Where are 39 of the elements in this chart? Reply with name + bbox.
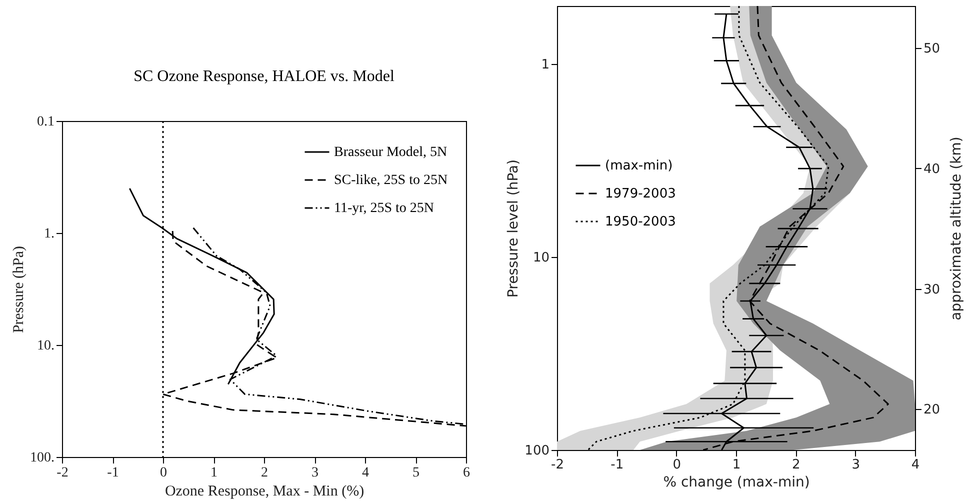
- legend-label: 1979-2003: [605, 186, 676, 202]
- y2-axis-title: approximate altitude (km): [948, 136, 964, 320]
- x-tick-label: 6: [463, 466, 470, 480]
- y-axis-title: Pressure (hPa): [11, 246, 27, 334]
- y2-tick-label: 20: [924, 402, 940, 418]
- x-tick-label: 1: [210, 466, 218, 480]
- x-tick-label: 5: [412, 466, 420, 480]
- y-tick-label: 1: [541, 58, 550, 73]
- x-tick-label: 0: [672, 458, 681, 472]
- x-axis-title: % change (max-min): [663, 474, 810, 490]
- y-tick-label: 10: [532, 250, 550, 266]
- x-tick-label: 2: [261, 466, 268, 480]
- y2-tick-label: 30: [924, 282, 940, 298]
- x-axis-title: Ozone Response, Max - Min (%): [164, 484, 364, 500]
- y-tick-label: 1.: [44, 226, 54, 242]
- chart-title: SC Ozone Response, HALOE vs. Model: [134, 68, 395, 85]
- y2-tick-label: 40: [924, 162, 940, 177]
- legend-label: 11-yr, 25S to 25N: [334, 201, 434, 216]
- x-tick-label: 3: [312, 466, 318, 480]
- x-tick-label: -1: [107, 466, 119, 480]
- legend-label: 1950-2003: [605, 214, 676, 230]
- legend-label: Brasseur Model, 5N: [334, 145, 448, 160]
- y-axis-title: Pressure level (hPa): [506, 159, 522, 298]
- x-tick-label: 1: [732, 458, 741, 472]
- x-tick-label: -1: [610, 458, 624, 472]
- legend-label: (max-min): [605, 158, 673, 174]
- x-tick-label: 0: [160, 466, 167, 480]
- y-tick-label: 100: [524, 444, 550, 458]
- y-tick-label: 10.: [37, 338, 54, 354]
- y2-tick-label: 50: [924, 42, 940, 57]
- x-tick-label: -2: [56, 466, 68, 480]
- y-tick-label: 100.: [30, 450, 54, 466]
- x-tick-label: 4: [911, 458, 920, 472]
- y-tick-label: 0.1: [37, 114, 54, 130]
- x-tick-label: -2: [551, 458, 564, 472]
- legend-label: SC-like, 25S to 25N: [334, 173, 448, 188]
- x-tick-label: 2: [792, 458, 800, 472]
- x-tick-label: 3: [852, 458, 860, 472]
- x-tick-label: 4: [362, 466, 369, 480]
